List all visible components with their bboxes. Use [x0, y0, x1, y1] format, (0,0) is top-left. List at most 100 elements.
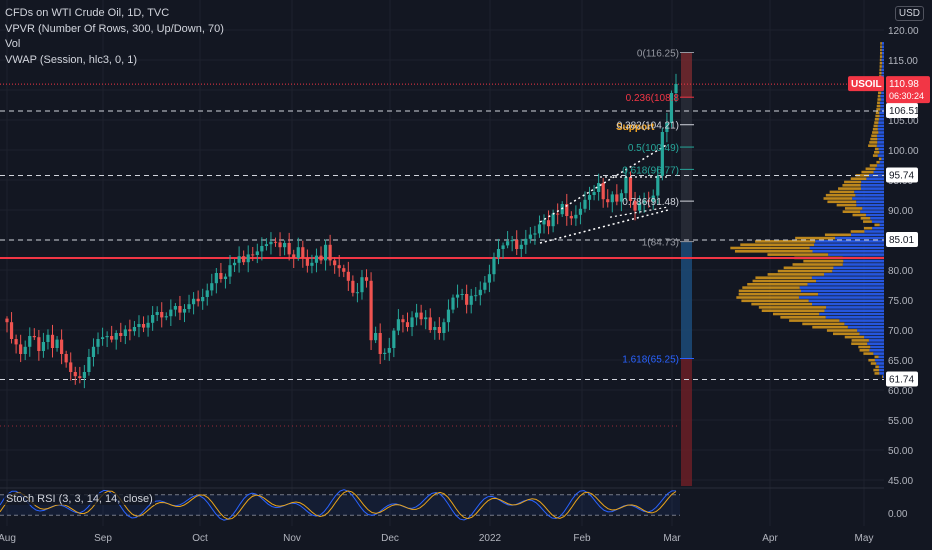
candle-body [579, 209, 582, 215]
candle-body [379, 333, 382, 354]
vp-up-bar [813, 250, 884, 253]
candle-body [602, 183, 605, 199]
candle-body [169, 310, 172, 317]
vp-down-bar [877, 98, 880, 101]
candle-body [588, 195, 591, 200]
candle-body [283, 243, 286, 247]
candle-body [515, 240, 518, 249]
y-tick-label: 60.00 [888, 386, 913, 397]
x-tick-label: May [855, 533, 874, 544]
vp-down-bar [873, 154, 878, 157]
candle-body [133, 327, 136, 331]
legend-vwap[interactable]: VWAP (Session, hlc3, 0, 1) [5, 53, 224, 69]
candle-body [278, 242, 281, 247]
candle-body [251, 254, 254, 255]
candle-body [315, 256, 318, 263]
candle-body [329, 245, 332, 261]
chart-legend: CFDs on WTI Crude Oil, 1D, TVC VPVR (Num… [5, 6, 224, 68]
vp-down-bar [863, 352, 873, 355]
vp-down-bar [873, 128, 878, 131]
candle-body [156, 312, 159, 315]
vp-up-bar [880, 115, 884, 118]
vp-up-bar [856, 201, 884, 204]
candle-body [106, 336, 109, 337]
candle-body [110, 336, 113, 340]
vp-down-bar [837, 204, 857, 207]
rsi-axis-label: 0.00 [888, 509, 908, 520]
vp-down-bar [860, 349, 870, 352]
candle-body [383, 353, 386, 354]
x-tick-label: 2022 [479, 533, 502, 544]
candle-body [520, 245, 523, 249]
candle-body [342, 268, 345, 272]
legend-vol[interactable]: Vol [5, 37, 224, 53]
vp-up-bar [872, 220, 884, 223]
x-tick-label: Apr [762, 533, 778, 544]
candle-body [142, 324, 145, 328]
vp-up-bar [873, 352, 884, 355]
candle-body [19, 344, 22, 354]
y-tick-label: 55.00 [888, 416, 913, 427]
vp-down-bar [824, 197, 853, 200]
vp-up-bar [883, 375, 884, 378]
vp-up-bar [864, 336, 884, 339]
candle-body [333, 260, 336, 265]
vp-up-bar [835, 237, 884, 240]
vp-up-bar [882, 49, 884, 52]
legend-vpvr[interactable]: VPVR (Number Of Rows, 300, Up/Down, 70) [5, 22, 224, 38]
x-tick-label: Mar [663, 533, 681, 544]
vp-down-bar [863, 220, 872, 223]
vp-up-bar [816, 280, 884, 283]
vp-up-bar [881, 69, 884, 72]
vp-down-bar [879, 69, 881, 72]
candle-body [69, 362, 72, 372]
vp-down-bar [842, 184, 860, 187]
candle-body [506, 241, 509, 245]
currency-label[interactable]: USD [895, 6, 924, 21]
vp-up-bar [824, 309, 884, 312]
candle-body [201, 297, 204, 301]
candle-body [656, 176, 659, 196]
y-tick-label: 90.00 [888, 206, 913, 217]
vp-down-bar [851, 342, 867, 345]
vp-up-bar [852, 197, 884, 200]
candle-body [392, 331, 395, 348]
candle-body [319, 256, 322, 261]
candle-body [128, 329, 131, 331]
candle-body [265, 244, 268, 246]
candle-body [292, 254, 295, 258]
candle-body [365, 277, 368, 281]
candle-body [424, 317, 427, 319]
candle-body [524, 239, 527, 245]
x-tick-label: Nov [283, 533, 301, 544]
candle-body [547, 220, 550, 226]
candle-body [42, 342, 45, 351]
vp-up-bar [875, 359, 884, 362]
candle-body [570, 216, 573, 218]
symbol-badge-text: USOIL [851, 79, 882, 90]
vp-up-bar [812, 303, 884, 306]
vp-down-bar [853, 214, 866, 217]
vp-down-bar [812, 326, 848, 329]
candle-body [615, 194, 618, 201]
vp-down-bar [880, 55, 882, 58]
stoch-rsi-label[interactable]: Stoch RSI (3, 3, 14, 14, close) [4, 493, 155, 505]
vp-up-bar [819, 313, 884, 316]
candle-body [33, 336, 36, 337]
candle-body [96, 339, 99, 347]
y-tick-label: 50.00 [888, 446, 913, 457]
legend-title[interactable]: CFDs on WTI Crude Oil, 1D, TVC [5, 6, 224, 22]
vp-down-bar [793, 263, 843, 266]
vp-up-bar [879, 372, 884, 375]
vp-up-bar [872, 227, 884, 230]
candle-body [24, 347, 27, 354]
candle-body [151, 315, 154, 323]
vp-down-bar [868, 144, 877, 147]
vp-down-bar [878, 92, 881, 95]
vp-down-bar [878, 95, 881, 98]
vp-down-bar [874, 224, 879, 227]
vp-down-bar [875, 115, 879, 118]
vp-up-bar [864, 230, 884, 233]
candle-body [461, 294, 464, 295]
